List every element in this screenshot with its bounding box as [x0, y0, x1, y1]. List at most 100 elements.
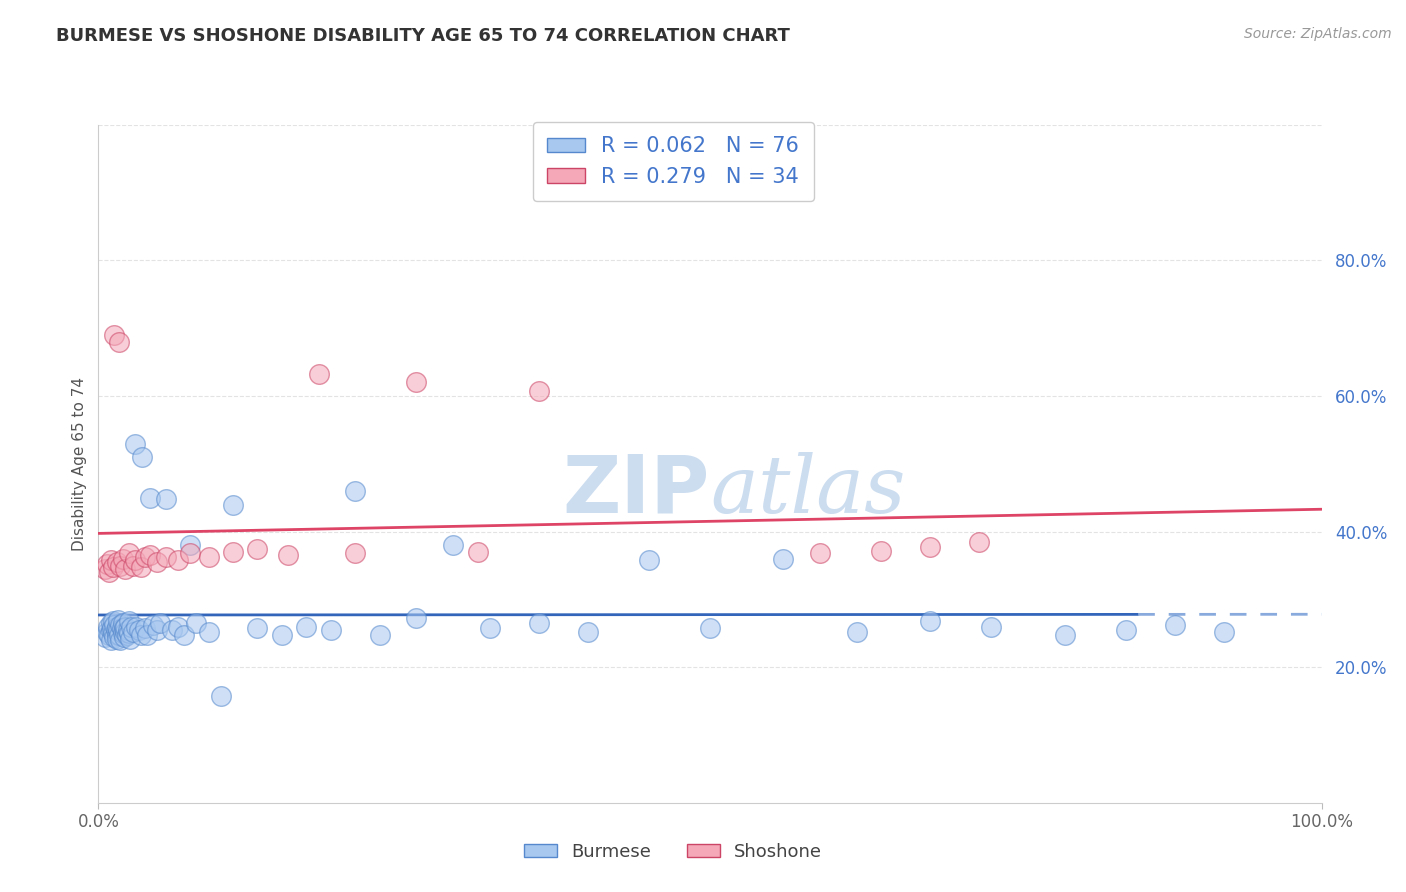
Point — [699, 621, 721, 635]
Point — [920, 540, 942, 554]
Point — [108, 334, 131, 349]
Point — [101, 621, 124, 635]
Point — [209, 689, 232, 703]
Point — [101, 626, 124, 640]
Point — [105, 632, 128, 646]
Point — [155, 492, 177, 507]
Point — [101, 560, 124, 574]
Point — [110, 618, 132, 632]
Point — [146, 623, 169, 637]
Point — [344, 546, 367, 560]
Point — [108, 628, 131, 642]
Point — [118, 626, 141, 640]
Point — [117, 623, 139, 637]
Point — [104, 623, 127, 637]
Point — [96, 624, 118, 639]
Point — [920, 614, 942, 628]
Point — [197, 550, 219, 565]
Point — [96, 557, 118, 571]
Point — [405, 611, 427, 625]
Point — [129, 560, 152, 574]
Point — [111, 616, 134, 631]
Point — [114, 624, 136, 639]
Point — [100, 633, 122, 648]
Point — [100, 616, 122, 631]
Point — [111, 621, 134, 635]
Point — [105, 619, 128, 633]
Point — [105, 555, 128, 569]
Point — [129, 628, 152, 642]
Point — [197, 624, 219, 639]
Point — [120, 619, 142, 633]
Point — [1212, 624, 1234, 639]
Point — [638, 553, 661, 567]
Point — [845, 624, 868, 639]
Point — [103, 328, 125, 343]
Point — [103, 618, 125, 632]
Point — [103, 630, 125, 644]
Point — [121, 558, 143, 573]
Point — [344, 483, 367, 498]
Point — [111, 626, 134, 640]
Point — [97, 619, 120, 633]
Text: Source: ZipAtlas.com: Source: ZipAtlas.com — [1244, 27, 1392, 41]
Point — [808, 546, 831, 560]
Point — [142, 618, 165, 632]
Point — [478, 621, 501, 635]
Point — [277, 549, 299, 563]
Point — [131, 450, 153, 464]
Point — [155, 550, 177, 565]
Point — [173, 628, 195, 642]
Point — [100, 553, 122, 567]
Point — [93, 562, 115, 576]
Point — [441, 538, 464, 552]
Text: BURMESE VS SHOSHONE DISABILITY AGE 65 TO 74 CORRELATION CHART: BURMESE VS SHOSHONE DISABILITY AGE 65 TO… — [56, 27, 790, 45]
Point — [125, 619, 148, 633]
Point — [186, 616, 208, 631]
Point — [167, 553, 190, 567]
Point — [128, 623, 150, 637]
Point — [139, 549, 162, 563]
Point — [405, 376, 427, 390]
Point — [98, 566, 121, 580]
Point — [121, 624, 143, 639]
Point — [222, 545, 245, 559]
Point — [93, 630, 115, 644]
Point — [167, 619, 190, 633]
Point — [124, 436, 146, 450]
Point — [1053, 628, 1076, 642]
Point — [222, 498, 245, 512]
Y-axis label: Disability Age 65 to 74: Disability Age 65 to 74 — [72, 376, 87, 551]
Point — [118, 614, 141, 628]
Legend: Burmese, Shoshone: Burmese, Shoshone — [517, 836, 830, 868]
Point — [308, 368, 330, 382]
Point — [527, 616, 550, 631]
Point — [136, 628, 159, 642]
Point — [179, 538, 201, 552]
Point — [115, 628, 138, 642]
Text: atlas: atlas — [710, 452, 905, 530]
Point — [772, 551, 794, 566]
Point — [105, 628, 128, 642]
Point — [107, 613, 129, 627]
Point — [110, 558, 132, 573]
Point — [134, 621, 156, 635]
Point — [114, 619, 136, 633]
Point — [467, 545, 489, 559]
Point — [368, 628, 391, 642]
Point — [270, 628, 294, 642]
Point — [139, 491, 162, 505]
Point — [319, 623, 342, 637]
Point — [160, 623, 183, 637]
Point — [124, 553, 146, 567]
Point — [107, 623, 129, 637]
Point — [179, 546, 201, 560]
Point — [527, 384, 550, 398]
Point — [149, 616, 172, 631]
Point — [114, 562, 136, 576]
Point — [118, 546, 141, 560]
Point — [870, 543, 893, 558]
Point — [110, 633, 132, 648]
Point — [246, 621, 269, 635]
Point — [1164, 618, 1187, 632]
